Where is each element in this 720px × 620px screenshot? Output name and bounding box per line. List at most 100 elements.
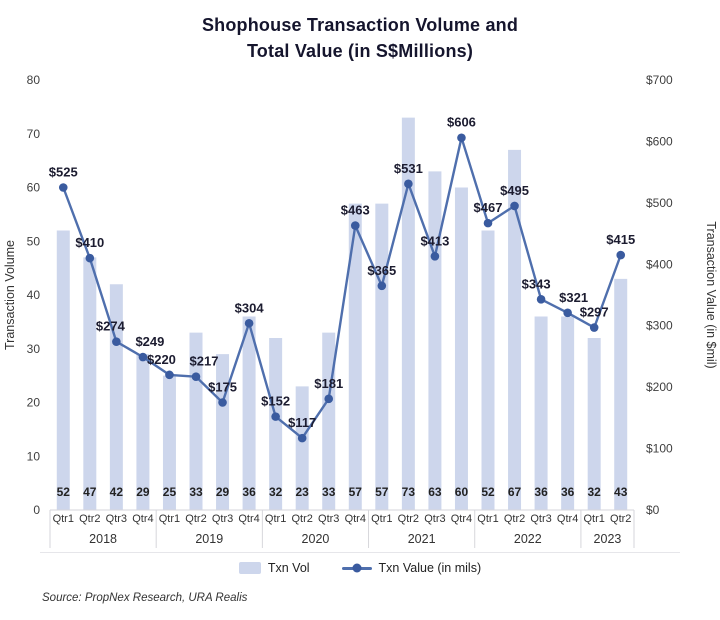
quarter-label: Qtr2 [504,513,525,525]
line-marker [350,221,360,230]
quarter-label: Qtr3 [106,513,127,525]
quarter-label: Qtr1 [583,513,604,525]
line-marker-icon [352,563,362,573]
legend-label-txn-value: Txn Value (in mils) [378,561,482,575]
line-marker [112,337,121,346]
line-marker [58,183,68,192]
line-marker [404,179,413,189]
line-value-label: $410 [75,235,104,250]
bar-value-label: 60 [455,485,469,499]
line-marker [85,253,95,263]
bar-txn-vol [508,149,522,510]
line-marker [244,318,254,328]
chart-legend: Txn Vol Txn Value (in mils) [40,552,680,575]
quarter-label: Qtr3 [530,513,551,525]
line-value-label: $117 [288,415,316,430]
bar-txn-vol [534,316,548,510]
quarter-label: Qtr4 [132,513,153,525]
right-axis-tick-label: $200 [646,380,673,394]
bar-value-label: 29 [136,485,150,499]
quarter-label: Qtr4 [451,513,472,525]
bar-value-label: 63 [428,485,442,499]
line-marker [297,433,307,443]
quarter-label: Qtr1 [159,513,180,525]
bar-swatch-icon [238,562,261,574]
bar-value-label: 32 [269,485,283,499]
legend-label-txn-vol: Txn Vol [267,561,310,575]
quarter-label: Qtr1 [371,513,392,525]
combo-chart: 0 10 20 30 40 50 60 70 80 $0 $100 $200 $300 $400 $500 $… [3,73,718,548]
line-value-label: $152 [261,394,290,409]
line-marker [589,323,599,332]
bar-value-label: 33 [322,485,336,499]
year-label: 2022 [514,532,542,546]
quarter-label: Qtr4 [557,513,578,525]
quarter-label: Qtr2 [79,513,100,525]
line-value-label: $175 [208,380,237,395]
line-marker [191,372,201,382]
line-value-label: $220 [147,352,176,367]
line-value-label: $181 [314,376,343,391]
quarter-label: Qtr2 [398,513,419,525]
bar-value-label: 23 [296,485,310,499]
right-axis-title: Transaction Value (in $mil) [704,221,718,368]
bar-value-label: 73 [402,485,416,499]
quarter-label: Qtr3 [318,513,339,525]
right-axis-tick-label: $0 [646,503,660,517]
quarter-label: Qtr2 [610,513,631,525]
line-marker [563,308,572,318]
quarter-label: Qtr1 [265,513,286,525]
year-label: 2021 [408,532,436,546]
bar-txn-vol [401,117,415,510]
bar-txn-vol [454,187,468,510]
bar-txn-vol [162,375,176,510]
bar-txn-vol [561,316,575,510]
bar-value-label: 57 [349,485,363,499]
left-axis-tick-label: 70 [27,127,41,141]
legend-item-txn-vol: Txn Vol [238,561,310,575]
line-marker [324,394,334,404]
left-axis-tick-label: 20 [27,396,41,410]
bar-txn-vol [614,278,628,510]
chart-title: Shophouse Transaction Volume and Total V… [0,12,720,64]
bar-value-label: 52 [57,485,71,499]
legend-item-txn-value: Txn Value (in mils) [341,561,482,575]
line-value-label: $297 [580,305,609,320]
left-axis-tick-label: 0 [33,503,40,517]
bar-txn-vol [481,230,495,510]
right-axis-tick-label: $500 [646,196,673,210]
left-axis-tick-label: 50 [27,234,41,248]
line-value-label: $606 [447,115,476,130]
bar-txn-vol [136,354,150,510]
txn-value-line [62,136,622,440]
quarter-label: Qtr3 [424,513,445,525]
right-axis-tick-label: $600 [646,134,673,148]
line-value-label: $217 [190,354,219,369]
line-marker [616,250,626,260]
line-value-label: $249 [135,334,164,349]
left-axis-tick-label: 60 [27,181,41,195]
bar-value-label: 42 [110,485,124,499]
line-value-label: $415 [606,232,635,247]
line-value-label: $463 [341,203,370,218]
line-value-label: $274 [96,319,126,334]
bar-value-label: 32 [588,485,602,499]
line-value-label: $531 [394,161,423,176]
line-value-label: $495 [500,183,529,198]
line-marker [271,412,280,421]
right-axis-tick-label: $400 [646,257,673,271]
chart-title-line1: Shophouse Transaction Volume and [201,15,519,35]
bar-txn-vol [83,257,97,510]
quarter-label: Qtr2 [291,513,312,525]
bar-txn-vol [348,203,362,510]
line-value-label: $365 [367,263,396,278]
left-axis-tick-label: 80 [27,73,41,87]
line-marker [510,201,519,211]
quarter-label: Qtr4 [238,513,259,525]
right-axis-tick-label: $300 [646,319,673,333]
line-marker [430,252,440,261]
bar-txn-vol [375,203,389,510]
line-marker [138,352,148,362]
bar-value-label: 29 [216,485,230,499]
line-value-label: $525 [49,165,78,180]
